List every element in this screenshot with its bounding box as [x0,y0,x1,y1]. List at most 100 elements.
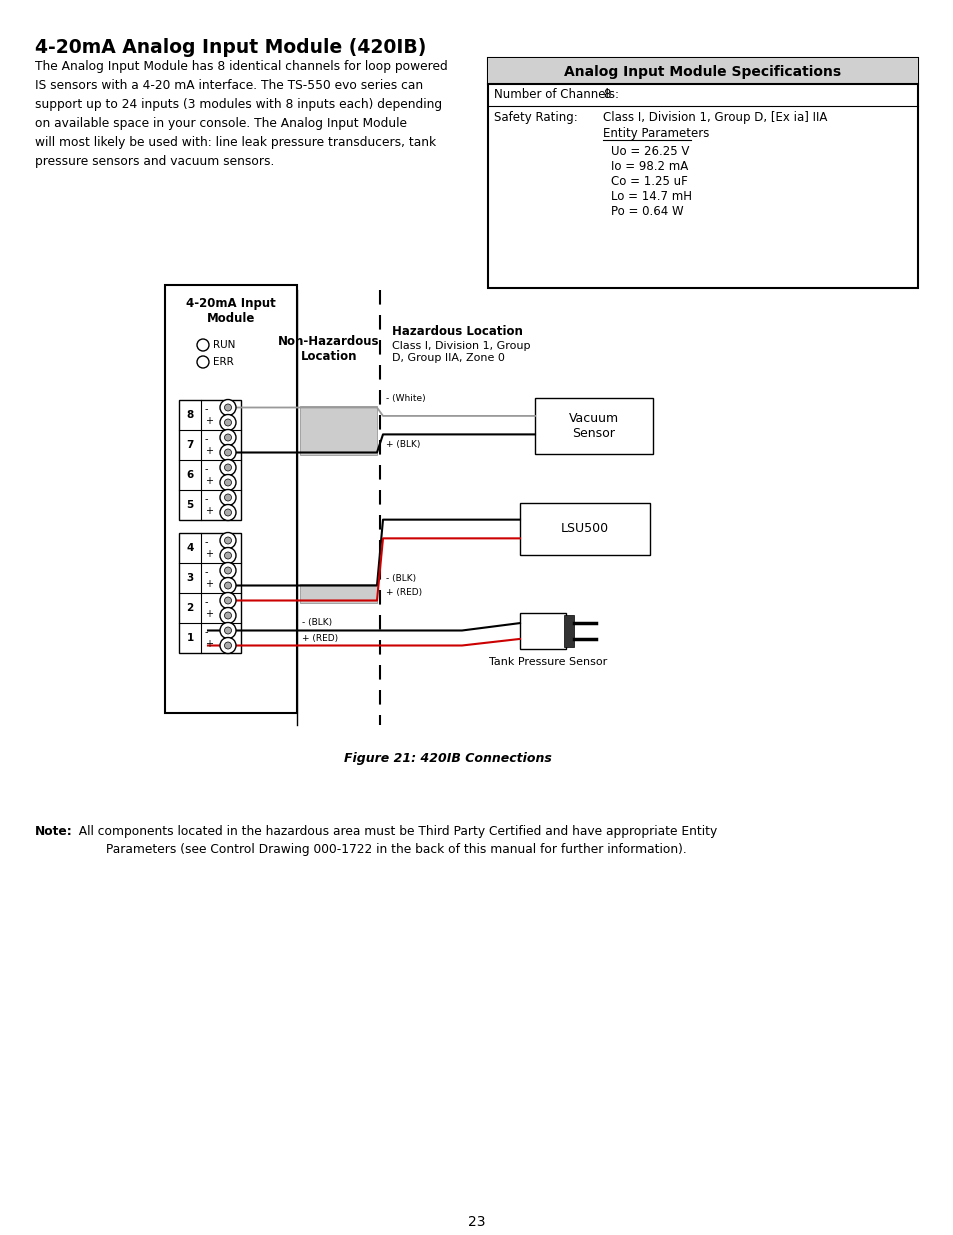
Circle shape [220,489,235,505]
Text: Vacuum
Sensor: Vacuum Sensor [568,412,618,440]
Text: + (RED): + (RED) [386,589,421,598]
Text: -: - [205,537,209,547]
Text: 8: 8 [186,410,193,420]
Text: ERR: ERR [213,357,233,367]
Text: 23: 23 [468,1215,485,1229]
Text: Module: Module [207,312,254,325]
Text: +: + [205,638,213,650]
Circle shape [224,613,232,619]
Text: +: + [205,579,213,589]
Text: +: + [205,416,213,426]
Text: -: - [205,494,209,504]
Circle shape [220,637,235,653]
Text: RUN: RUN [213,340,235,350]
Text: Tank Pressure Sensor: Tank Pressure Sensor [488,657,606,667]
Text: Figure 21: 420IB Connections: Figure 21: 420IB Connections [343,752,551,764]
Text: Hazardous Location: Hazardous Location [392,325,522,338]
Text: -: - [205,433,209,445]
Circle shape [220,593,235,609]
Circle shape [220,562,235,578]
Text: + (RED): + (RED) [302,634,337,642]
Circle shape [220,399,235,415]
Circle shape [196,338,209,351]
Text: - (BLK): - (BLK) [302,619,332,627]
Text: All components located in the hazardous area must be Third Party Certified and h: All components located in the hazardous … [71,825,717,857]
Text: The Analog Input Module has 8 identical channels for loop powered
IS sensors wit: The Analog Input Module has 8 identical … [35,61,447,168]
Text: Uo = 26.25 V: Uo = 26.25 V [610,144,689,158]
Bar [179,534,241,653]
Circle shape [220,547,235,563]
Bar [563,615,574,647]
Circle shape [224,627,232,634]
Circle shape [220,622,235,638]
Text: - (White): - (White) [386,394,425,404]
Bar [519,613,565,650]
Circle shape [196,356,209,368]
Text: +: + [205,550,213,559]
Text: - (BLK): - (BLK) [386,573,416,583]
Bar [488,58,917,288]
Bar [165,285,296,713]
Text: LSU500: LSU500 [560,522,608,536]
Circle shape [220,474,235,490]
Text: Co = 1.25 uF: Co = 1.25 uF [610,175,687,188]
Circle shape [224,433,232,441]
Circle shape [224,597,232,604]
Text: +: + [205,446,213,456]
Bar [519,503,649,555]
Circle shape [224,567,232,574]
Circle shape [224,552,232,559]
Text: -: - [205,464,209,474]
Bar [488,58,917,84]
Circle shape [220,532,235,548]
Text: 4-20mA Analog Input Module (420IB): 4-20mA Analog Input Module (420IB) [35,38,426,57]
Text: Safety Rating:: Safety Rating: [494,111,578,124]
Text: Non-Hazardous
Location: Non-Hazardous Location [278,335,379,363]
Circle shape [220,608,235,624]
Text: 6: 6 [186,471,193,480]
Bar [179,400,241,520]
Bar [299,405,376,454]
Circle shape [224,419,232,426]
Text: Io = 98.2 mA: Io = 98.2 mA [610,161,687,173]
Text: Number of Channels:: Number of Channels: [494,88,618,101]
Text: + (BLK): + (BLK) [386,441,420,450]
Circle shape [224,509,232,516]
Text: Po = 0.64 W: Po = 0.64 W [610,205,683,219]
Text: -: - [205,404,209,414]
Text: Entity Parameters: Entity Parameters [602,127,709,140]
Circle shape [224,450,232,456]
Circle shape [224,479,232,487]
Text: -: - [205,597,209,606]
Circle shape [220,415,235,431]
Text: Class I, Division 1, Group D, [Ex ia] IIA: Class I, Division 1, Group D, [Ex ia] II… [602,111,826,124]
Circle shape [224,582,232,589]
Circle shape [224,494,232,501]
Text: Class I, Division 1, Group
D, Group IIA, Zone 0: Class I, Division 1, Group D, Group IIA,… [392,341,530,363]
Text: 8: 8 [602,88,610,101]
Text: 3: 3 [186,573,193,583]
Circle shape [220,578,235,594]
Text: 5: 5 [186,500,193,510]
Text: Analog Input Module Specifications: Analog Input Module Specifications [564,65,841,79]
Text: 7: 7 [186,440,193,450]
Text: 2: 2 [186,603,193,613]
Text: +: + [205,609,213,619]
Text: 4: 4 [186,543,193,553]
Text: +: + [205,475,213,487]
Text: 4-20mA Input: 4-20mA Input [186,296,275,310]
Bar [299,583,376,603]
Circle shape [224,464,232,471]
Circle shape [220,459,235,475]
Text: +: + [205,506,213,516]
Bar [535,398,652,454]
Text: 1: 1 [186,634,193,643]
Text: -: - [205,567,209,577]
Circle shape [224,404,232,411]
Circle shape [224,642,232,650]
Circle shape [220,505,235,520]
Text: Lo = 14.7 mH: Lo = 14.7 mH [610,190,691,203]
Text: -: - [205,627,209,637]
Text: Note:: Note: [35,825,72,839]
Circle shape [220,445,235,461]
